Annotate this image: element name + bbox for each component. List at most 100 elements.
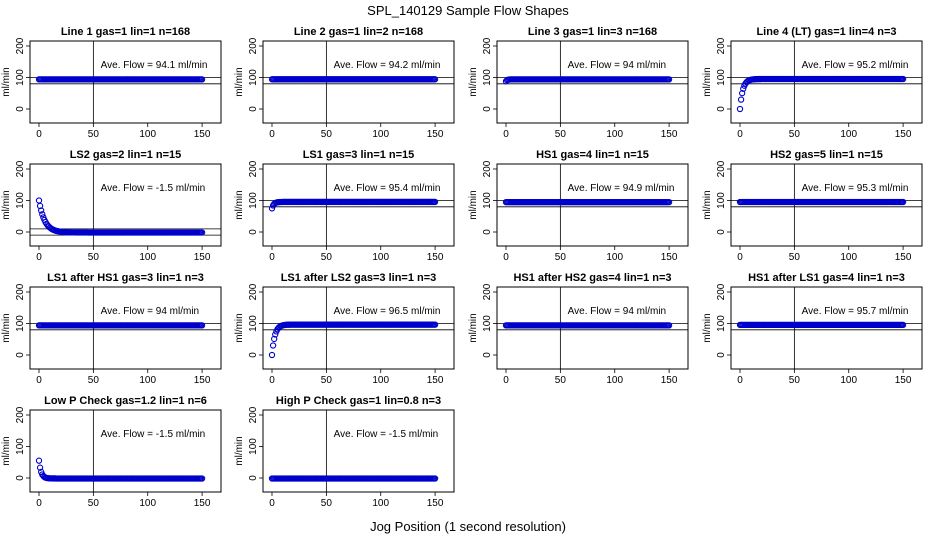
average-flow-annotation: Ave. Flow = -1.5 ml/min bbox=[101, 429, 206, 440]
panel-2: Line 2 gas=1 lin=2 n=168 0 50 100 150 0 100 200… bbox=[234, 26, 455, 140]
plot-frame bbox=[730, 40, 923, 124]
average-flow-annotation: Ave. Flow = 94.1 ml/min bbox=[101, 60, 208, 71]
x-tick-label: 150 bbox=[661, 252, 678, 263]
y-axis-label: ml/min bbox=[234, 67, 245, 96]
y-tick-label: 100 bbox=[716, 69, 727, 86]
data-point bbox=[740, 85, 747, 92]
x-tick-label: 50 bbox=[555, 252, 567, 263]
y-tick-label: 200 bbox=[248, 283, 259, 300]
panel-title: HS2 gas=5 lin=1 n=15 bbox=[770, 149, 883, 161]
x-tick-label: 0 bbox=[737, 129, 743, 140]
y-tick-label: 100 bbox=[15, 192, 26, 209]
x-tick-label: 0 bbox=[269, 498, 275, 509]
data-point bbox=[899, 321, 907, 328]
x-tick-label: 100 bbox=[139, 252, 156, 263]
y-tick-label: 0 bbox=[248, 352, 259, 358]
x-tick-label: 0 bbox=[269, 252, 275, 263]
plot-frame bbox=[262, 286, 455, 370]
y-tick-label: 0 bbox=[482, 106, 493, 112]
y-tick-label: 100 bbox=[248, 69, 259, 86]
x-tick-label: 100 bbox=[606, 252, 623, 263]
y-tick-label: 200 bbox=[482, 37, 493, 54]
x-tick-label: 150 bbox=[895, 252, 912, 263]
y-axis-label: ml/min bbox=[1, 313, 12, 342]
y-axis-label: ml/min bbox=[468, 313, 479, 342]
y-tick-label: 100 bbox=[716, 192, 727, 209]
data-point bbox=[739, 90, 746, 97]
y-tick-label: 0 bbox=[15, 229, 26, 235]
panel-title: LS1 gas=3 lin=1 n=15 bbox=[303, 149, 415, 161]
y-tick-label: 100 bbox=[716, 315, 727, 332]
y-tick-label: 100 bbox=[248, 438, 259, 455]
panel-13: Low P Check gas=1.2 lin=1 n=6 0 50 100 150 0 1… bbox=[1, 395, 222, 509]
x-tick-label: 100 bbox=[606, 375, 623, 386]
x-tick-label: 50 bbox=[555, 375, 567, 386]
x-tick-label: 150 bbox=[895, 375, 912, 386]
y-tick-label: 100 bbox=[15, 438, 26, 455]
x-tick-label: 0 bbox=[36, 129, 42, 140]
x-tick-label: 0 bbox=[36, 375, 42, 386]
y-tick-label: 100 bbox=[482, 315, 493, 332]
panel-title: Line 2 gas=1 lin=2 n=168 bbox=[294, 26, 423, 38]
figure-title: SPL_140129 Sample Flow Shapes bbox=[367, 3, 569, 18]
x-tick-label: 50 bbox=[789, 129, 801, 140]
data-point bbox=[198, 475, 206, 482]
x-tick-label: 50 bbox=[321, 129, 333, 140]
data-point bbox=[736, 105, 744, 113]
plot-frame bbox=[262, 163, 455, 247]
x-tick-label: 100 bbox=[139, 129, 156, 140]
x-tick-label: 150 bbox=[661, 375, 678, 386]
plot-frame bbox=[496, 163, 689, 247]
x-tick-label: 0 bbox=[503, 252, 509, 263]
x-tick-label: 100 bbox=[840, 129, 857, 140]
x-tick-label: 150 bbox=[427, 129, 444, 140]
y-tick-label: 200 bbox=[15, 160, 26, 177]
data-point bbox=[899, 198, 907, 206]
panel-4: Line 4 (LT) gas=1 lin=4 n=3 0 50 100 150 0 100… bbox=[702, 26, 923, 140]
data-point bbox=[269, 342, 277, 349]
data-point bbox=[431, 321, 439, 328]
panel-title: Line 1 gas=1 lin=1 n=168 bbox=[61, 26, 190, 38]
panel-title: Low P Check gas=1.2 lin=1 n=6 bbox=[44, 395, 207, 407]
x-tick-label: 100 bbox=[139, 498, 156, 509]
panel-1: Line 1 gas=1 lin=1 n=168 0 50 100 150 0 100 200… bbox=[1, 26, 222, 140]
average-flow-annotation: Ave. Flow = 94 ml/min bbox=[568, 60, 666, 71]
average-flow-annotation: Ave. Flow = 95.3 ml/min bbox=[802, 183, 909, 194]
y-tick-label: 200 bbox=[482, 283, 493, 300]
x-tick-label: 50 bbox=[321, 252, 333, 263]
y-tick-label: 100 bbox=[248, 315, 259, 332]
y-tick-label: 0 bbox=[482, 352, 493, 358]
x-tick-label: 0 bbox=[269, 129, 275, 140]
y-axis-label: ml/min bbox=[702, 190, 713, 219]
y-tick-label: 200 bbox=[15, 283, 26, 300]
data-point bbox=[665, 76, 673, 83]
panel-title: High P Check gas=1 lin=0.8 n=3 bbox=[276, 395, 441, 407]
x-tick-label: 0 bbox=[36, 252, 42, 263]
y-tick-label: 0 bbox=[15, 475, 26, 481]
x-tick-label: 50 bbox=[321, 498, 333, 509]
data-point bbox=[198, 229, 206, 236]
data-point bbox=[431, 76, 439, 83]
x-tick-label: 150 bbox=[194, 498, 211, 509]
y-axis-label: ml/min bbox=[234, 436, 245, 465]
y-tick-label: 200 bbox=[716, 160, 727, 177]
data-point bbox=[431, 198, 439, 206]
y-tick-label: 0 bbox=[15, 352, 26, 358]
y-tick-label: 100 bbox=[15, 69, 26, 86]
x-tick-label: 100 bbox=[372, 498, 389, 509]
x-tick-label: 150 bbox=[895, 129, 912, 140]
x-tick-label: 100 bbox=[372, 252, 389, 263]
x-tick-label: 0 bbox=[737, 252, 743, 263]
panel-14: High P Check gas=1 lin=0.8 n=3 0 50 100 150 0… bbox=[234, 395, 455, 509]
y-axis-label: ml/min bbox=[702, 67, 713, 96]
data-point bbox=[737, 96, 745, 103]
average-flow-annotation: Ave. Flow = 94 ml/min bbox=[101, 306, 199, 317]
data-point bbox=[38, 207, 45, 214]
y-axis-label: ml/min bbox=[1, 67, 12, 96]
x-tick-label: 150 bbox=[427, 375, 444, 386]
x-tick-label: 50 bbox=[789, 252, 801, 263]
data-point bbox=[198, 76, 206, 83]
plot-frame bbox=[496, 40, 689, 124]
plot-frame bbox=[262, 40, 455, 124]
data-point bbox=[268, 351, 276, 359]
